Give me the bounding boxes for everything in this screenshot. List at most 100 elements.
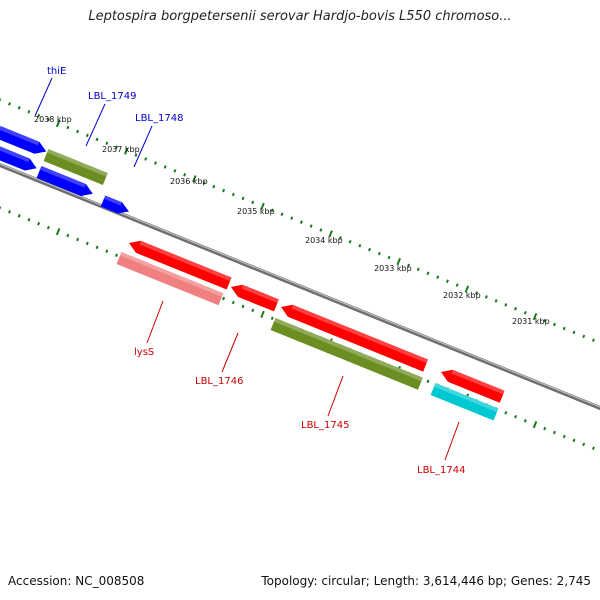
- major-tick: [260, 202, 265, 210]
- minor-tick: [572, 438, 576, 443]
- minor-tick: [17, 214, 21, 218]
- gene-features: [0, 125, 505, 421]
- gene-small-blue[interactable]: [100, 195, 129, 214]
- leader-line-LBL_1746: [221, 332, 239, 373]
- gene-LBL_1749-upper[interactable]: [0, 145, 37, 171]
- minor-tick: [251, 200, 255, 205]
- minor-tick: [290, 216, 294, 220]
- minor-tick: [37, 221, 41, 226]
- minor-tick: [46, 225, 50, 230]
- major-tick: [260, 310, 265, 318]
- minor-tick: [202, 180, 206, 185]
- gene-LBL_1748[interactable]: [36, 165, 93, 197]
- minor-tick: [163, 165, 167, 169]
- minor-tick: [338, 236, 342, 240]
- minor-tick: [7, 210, 11, 214]
- minor-tick: [115, 253, 119, 257]
- gene-label-thiE[interactable]: thiE: [47, 66, 66, 77]
- map-title: Leptospira borgpetersenii serovar Hardjo…: [88, 9, 512, 24]
- gene-LBL_1749-upper-highlight: [0, 146, 30, 163]
- leader-line-lysS: [146, 300, 164, 344]
- leader-line-LBL_1749: [85, 103, 106, 147]
- gene-red-4[interactable]: [441, 369, 505, 403]
- gene-label-LBL_1745[interactable]: LBL_1745: [301, 420, 349, 431]
- minor-tick: [27, 109, 31, 114]
- major-tick: [396, 257, 402, 266]
- minor-tick: [222, 188, 226, 193]
- gene-red-4-highlight: [451, 369, 505, 395]
- gene-label-LBL_1749[interactable]: LBL_1749: [88, 91, 136, 102]
- minor-tick: [504, 303, 508, 307]
- minor-tick: [553, 430, 556, 435]
- gene-thiE[interactable]: [0, 125, 47, 154]
- minor-tick: [358, 243, 362, 248]
- minor-tick: [494, 299, 498, 303]
- gene-red-3[interactable]: [281, 304, 429, 372]
- major-tick: [464, 285, 470, 293]
- minor-tick: [95, 245, 99, 250]
- genome-summary-text: Topology: circular; Length: 3,614,446 bp…: [261, 574, 591, 588]
- minor-tick: [562, 326, 566, 331]
- minor-tick: [222, 296, 226, 301]
- minor-tick: [319, 228, 323, 232]
- minor-tick: [134, 153, 138, 157]
- minor-tick: [455, 283, 459, 287]
- minor-tick: [105, 249, 109, 254]
- gene-red-1-highlight: [139, 240, 232, 282]
- kbp-label: 2035 kbp: [237, 207, 275, 216]
- minor-tick: [582, 442, 586, 447]
- gene-LBL_1746[interactable]: [231, 284, 279, 312]
- gene-lysS[interactable]: [116, 251, 224, 306]
- minor-tick: [66, 125, 70, 130]
- major-tick: [532, 313, 538, 321]
- minor-tick: [280, 212, 284, 216]
- kbp-label: 2036 kbp: [170, 177, 208, 186]
- gene-label-LBL_1746[interactable]: LBL_1746: [195, 376, 243, 387]
- minor-tick: [144, 157, 148, 161]
- accession-text: Accession: NC_008508: [8, 574, 145, 588]
- minor-tick: [562, 434, 566, 439]
- minor-tick: [514, 307, 518, 311]
- minor-tick: [504, 411, 508, 415]
- gene-lysS-highlight: [119, 251, 224, 297]
- minor-tick: [348, 240, 352, 244]
- gene-label-LBL_1748[interactable]: LBL_1748: [135, 113, 183, 124]
- gene-red-1[interactable]: [129, 240, 232, 290]
- minor-tick: [231, 192, 235, 197]
- kbp-label: 2032 kbp: [443, 291, 481, 300]
- minor-tick: [115, 145, 119, 149]
- minor-tick: [37, 113, 41, 118]
- upper-tick-track: [0, 98, 595, 343]
- gene-small-blue-highlight: [103, 195, 123, 206]
- gene-LBL_1746-highlight: [241, 284, 279, 303]
- minor-tick: [66, 233, 70, 238]
- chromosome-backbone-highlight: [0, 163, 600, 408]
- major-tick: [124, 147, 129, 155]
- minor-tick: [436, 275, 440, 280]
- leader-line-LBL_1748: [133, 125, 153, 168]
- minor-tick: [27, 217, 31, 222]
- minor-tick: [46, 117, 50, 122]
- gene-LBL_1749[interactable]: [43, 148, 108, 186]
- gene-LBL_1744[interactable]: [430, 382, 499, 421]
- gene-LBL_1745[interactable]: [270, 317, 423, 390]
- minor-tick: [377, 251, 381, 256]
- minor-tick: [299, 220, 303, 224]
- major-tick: [55, 119, 61, 128]
- gene-label-lysS[interactable]: lysS: [134, 347, 154, 358]
- kbp-label: 2033 kbp: [374, 264, 412, 273]
- minor-tick: [85, 241, 89, 246]
- minor-tick: [173, 169, 177, 173]
- minor-tick: [241, 304, 245, 309]
- gene-label-LBL_1744[interactable]: LBL_1744: [417, 465, 465, 476]
- chromosome-backbone: [0, 162, 600, 411]
- minor-tick: [76, 129, 80, 134]
- kbp-label: 2031 kbp: [512, 317, 550, 326]
- major-tick: [55, 227, 61, 236]
- minor-tick: [426, 379, 430, 384]
- minor-tick: [543, 426, 547, 431]
- minor-tick: [572, 330, 576, 335]
- minor-tick: [591, 446, 595, 451]
- major-tick: [192, 175, 197, 183]
